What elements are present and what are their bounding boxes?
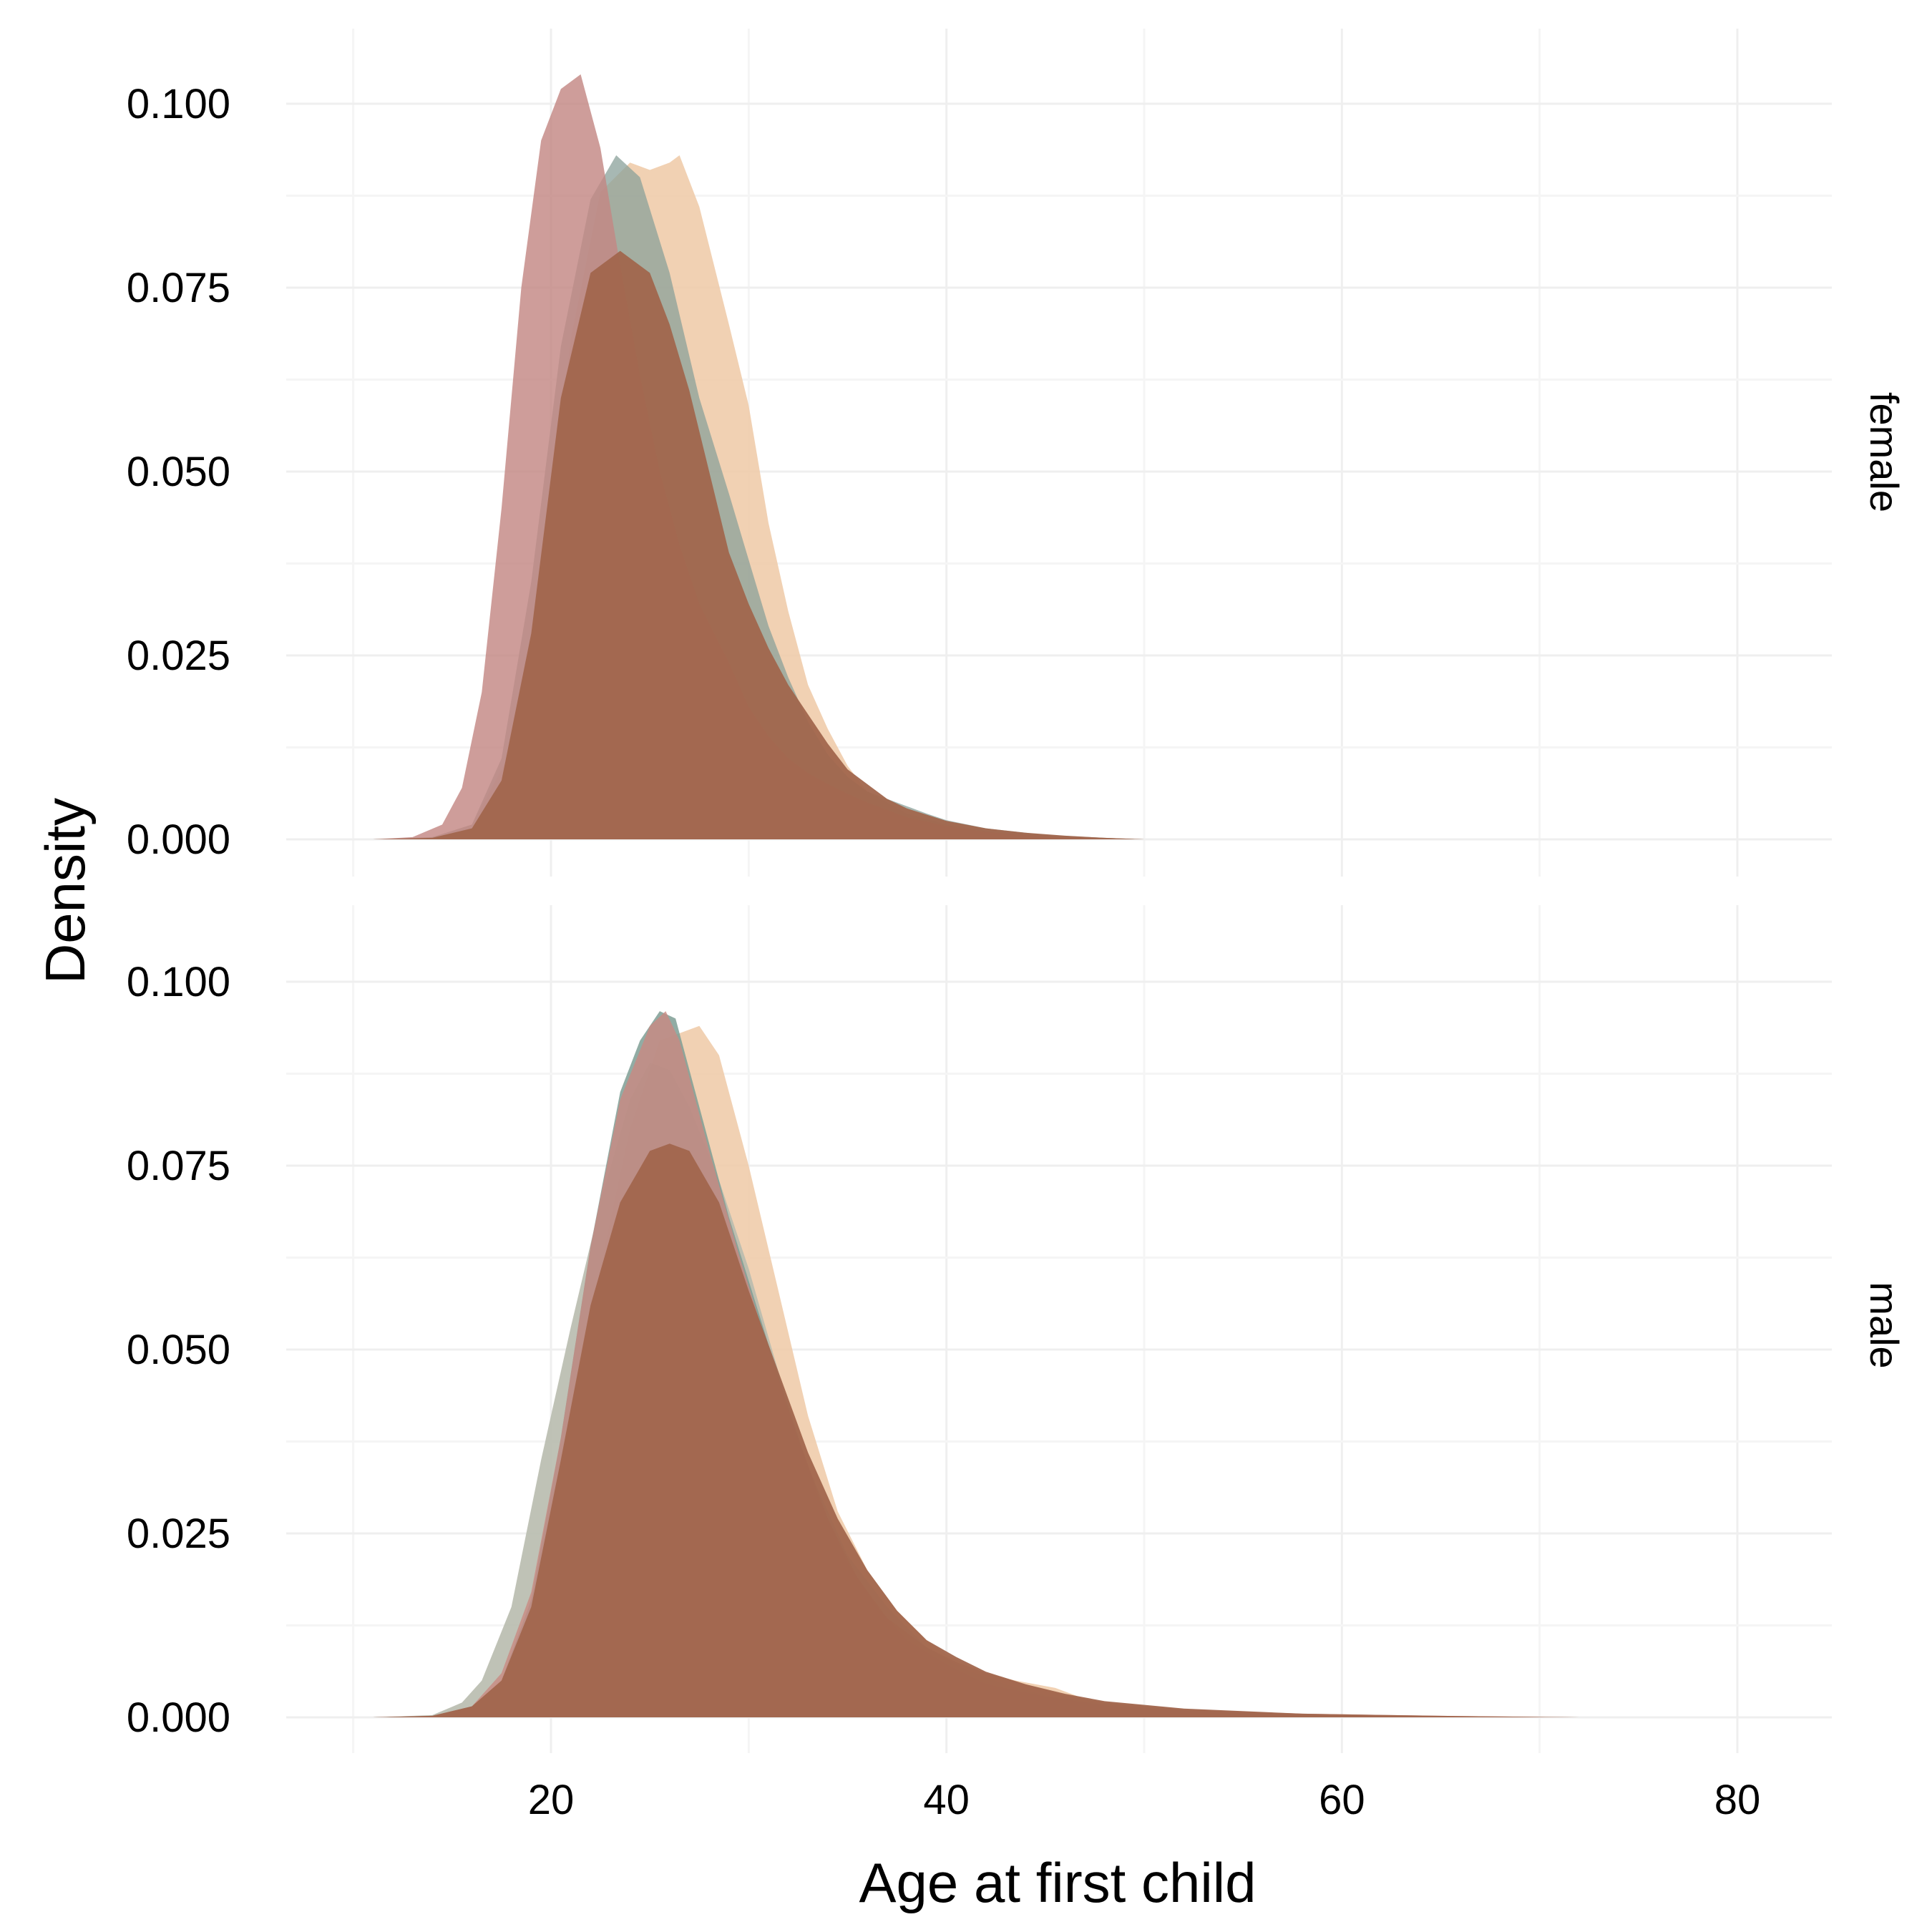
y-tick-label: 0.025 bbox=[127, 633, 230, 679]
densities-male bbox=[373, 1011, 1579, 1717]
y-tick-label: 0.025 bbox=[127, 1511, 230, 1557]
y-tick-label: 0.075 bbox=[127, 1143, 230, 1189]
y-ticks-female: 0.000 0.025 0.050 0.075 0.100 bbox=[127, 81, 230, 863]
panel-female: 0.000 0.025 0.050 0.075 0.100 female bbox=[127, 29, 1907, 877]
y-tick-label: 0.075 bbox=[127, 265, 230, 311]
y-tick-label: 0.000 bbox=[127, 1694, 230, 1741]
y-tick-label: 0.050 bbox=[127, 1327, 230, 1373]
x-ticks: 20 40 60 80 bbox=[528, 1777, 1761, 1823]
densities-female bbox=[373, 74, 1144, 840]
x-tick-label: 20 bbox=[528, 1777, 575, 1823]
strip-label-male: male bbox=[1862, 1282, 1907, 1368]
density-area-male-5 bbox=[373, 1143, 1579, 1717]
y-tick-label: 0.100 bbox=[127, 959, 230, 1005]
y-ticks-male: 0.000 0.025 0.050 0.075 0.100 bbox=[127, 959, 230, 1741]
panel-male: 0.000 0.025 0.050 0.075 0.100 male bbox=[127, 905, 1907, 1753]
strip-label-female: female bbox=[1862, 392, 1907, 512]
y-tick-label: 0.000 bbox=[127, 816, 230, 863]
y-axis-title: Density bbox=[34, 798, 97, 984]
y-tick-label: 0.100 bbox=[127, 81, 230, 127]
x-tick-label: 80 bbox=[1714, 1777, 1761, 1823]
x-axis-title: Age at first child bbox=[859, 1851, 1257, 1914]
y-tick-label: 0.050 bbox=[127, 449, 230, 495]
x-tick-label: 60 bbox=[1319, 1777, 1365, 1823]
x-tick-label: 40 bbox=[923, 1777, 970, 1823]
density-area-female-4 bbox=[373, 250, 1144, 840]
